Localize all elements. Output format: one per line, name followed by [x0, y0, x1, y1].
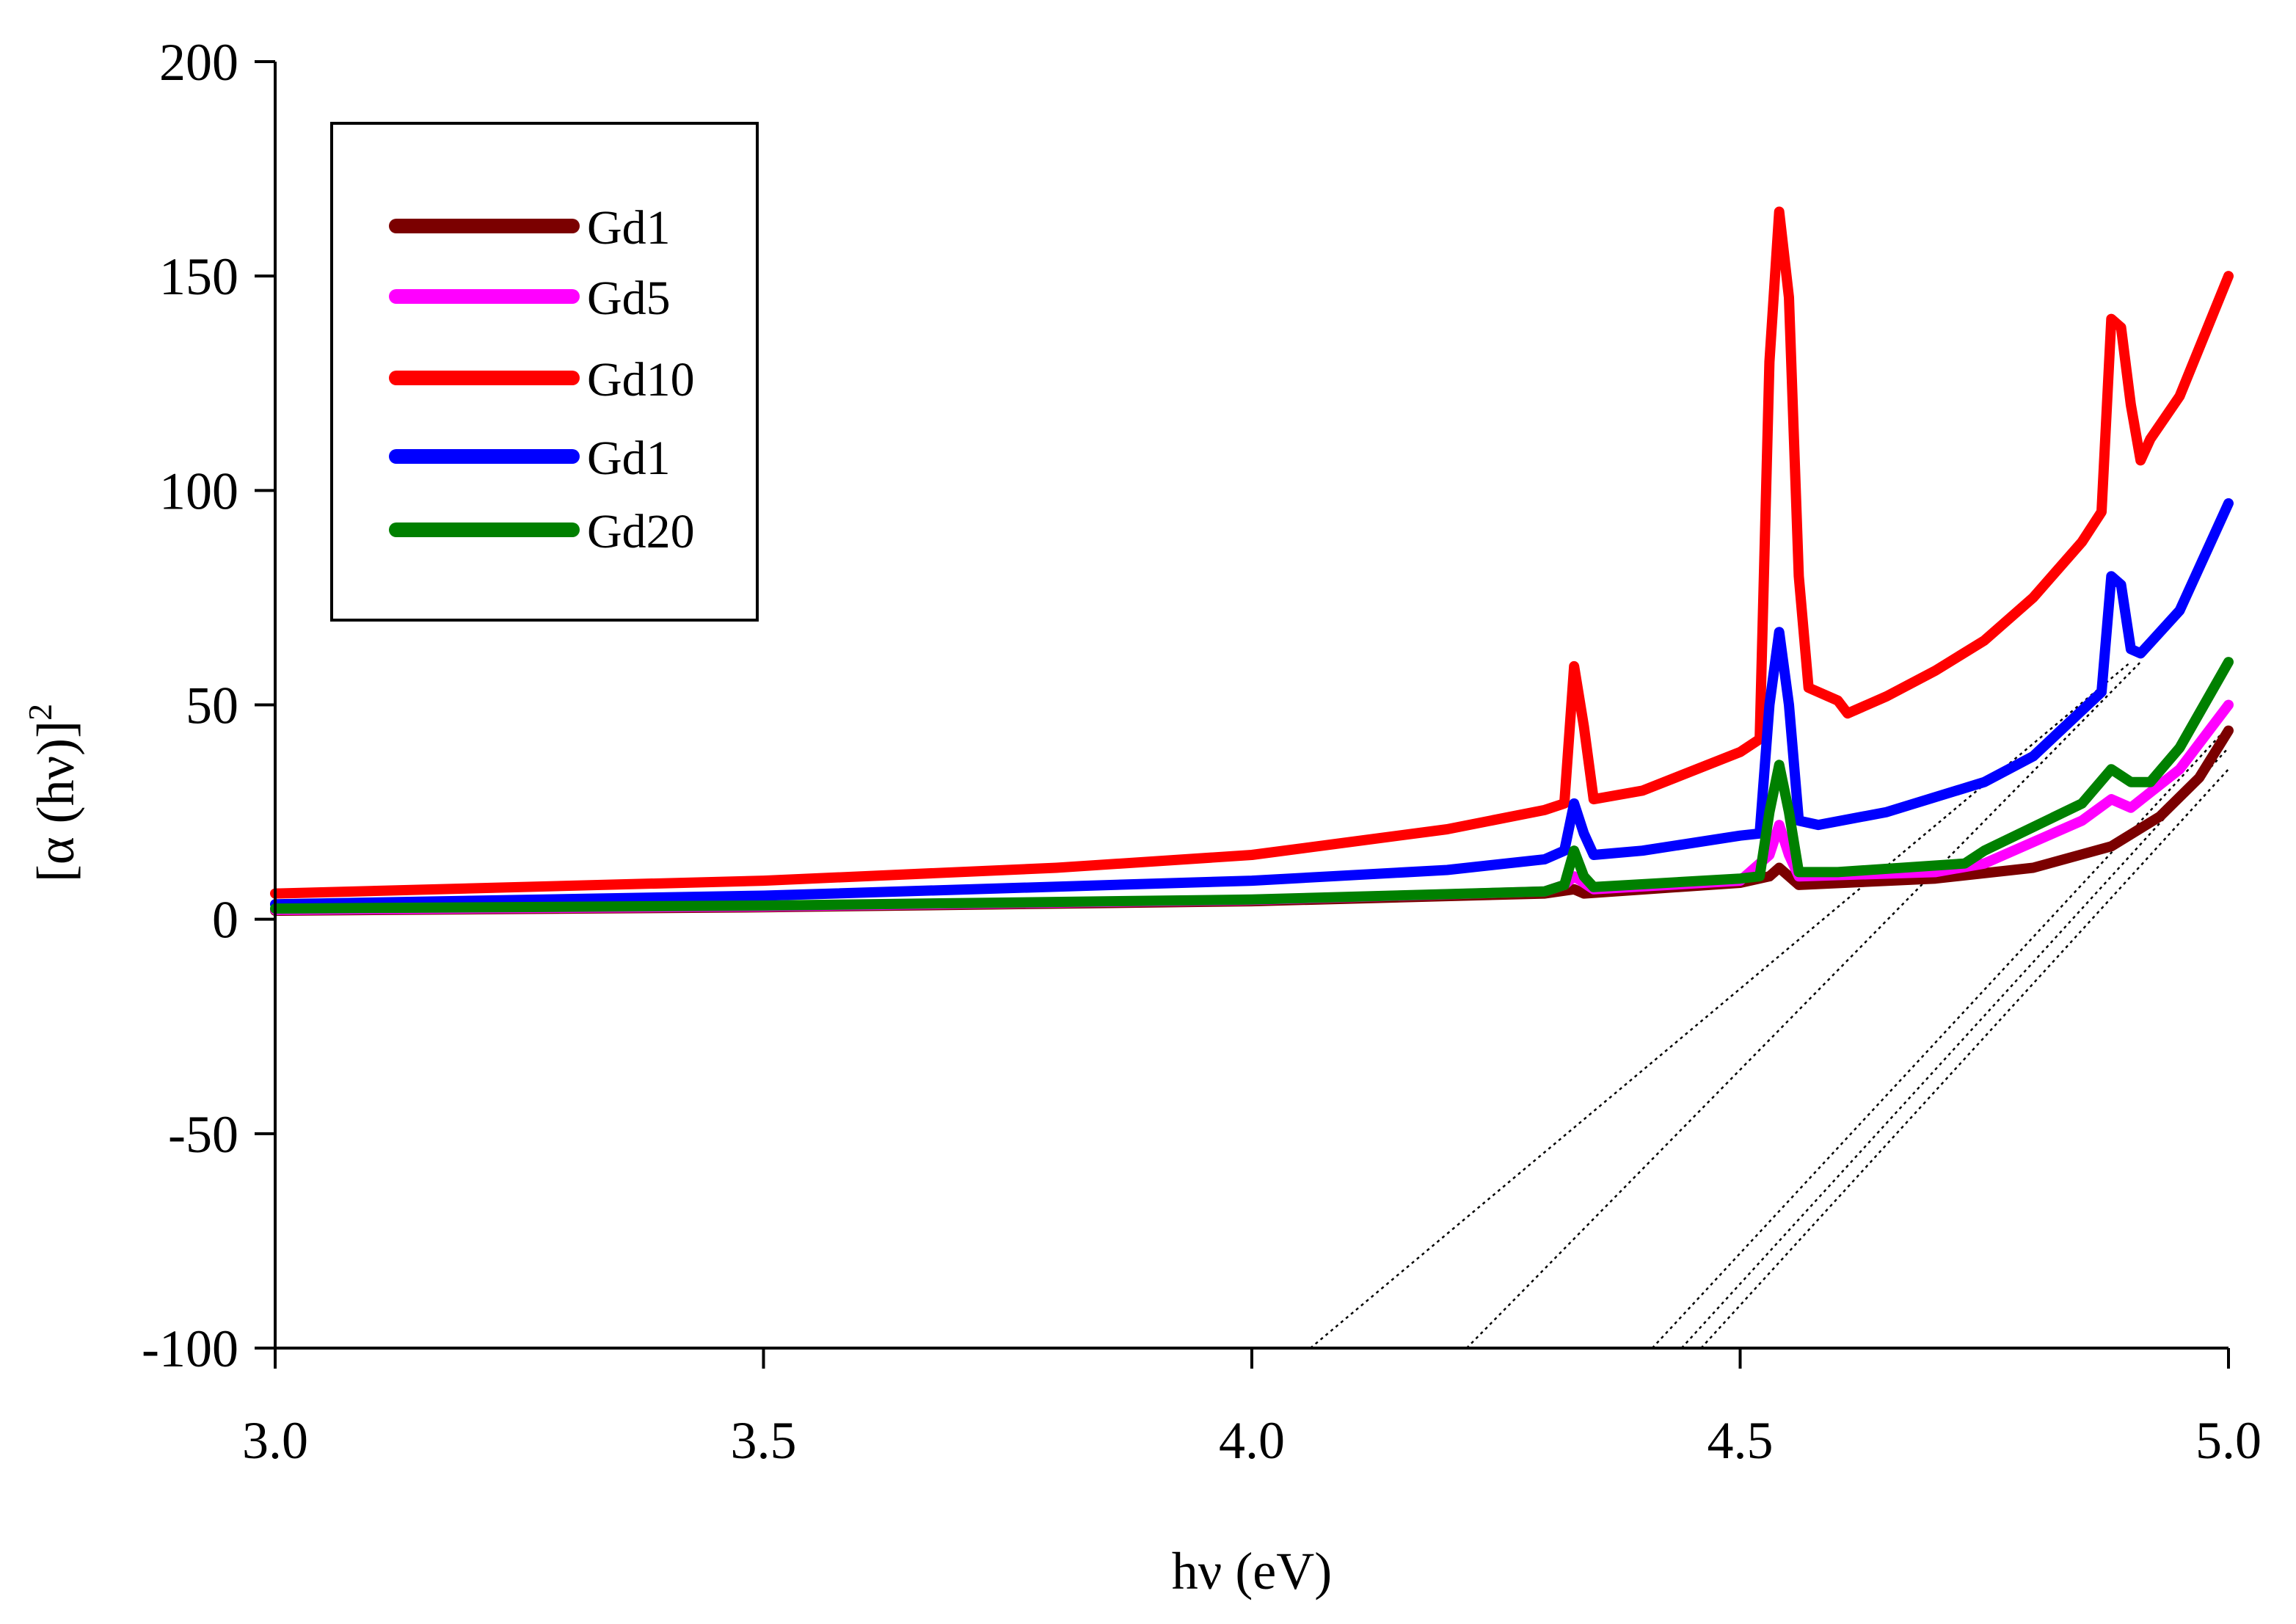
legend-label: Gd10 — [587, 353, 695, 407]
y-tick-label: 150 — [159, 247, 238, 306]
x-tick-label: 4.5 — [1708, 1411, 1774, 1470]
x-tick-label: 3.0 — [242, 1411, 308, 1470]
x-tick-label: 3.5 — [731, 1411, 797, 1470]
svg-text:[α (hν)]2: [α (hν)]2 — [21, 704, 85, 882]
tangent-line — [1465, 661, 2142, 1349]
tangent-lines — [1310, 661, 2229, 1349]
series-line-gd10-3 — [270, 206, 2234, 899]
y-tick-label: 50 — [186, 677, 238, 735]
y-tick-label: -50 — [168, 1105, 238, 1164]
axes — [255, 60, 2230, 1369]
x-tick-label: 4.0 — [1219, 1411, 1285, 1470]
y-axis-label-main: [α (hν)] — [26, 721, 85, 882]
y-axis-label: [α (hν)]2 — [21, 704, 85, 882]
legend-label: Gd1 — [587, 432, 671, 485]
series-group — [270, 206, 2234, 916]
y-tick-label: -100 — [142, 1319, 238, 1378]
tangent-line — [1700, 768, 2229, 1349]
y-tick-label: 200 — [159, 33, 238, 92]
x-tick-label: 5.0 — [2195, 1411, 2262, 1470]
y-axis-label-superscript: 2 — [21, 704, 59, 721]
tangent-line — [1651, 725, 2229, 1349]
y-tick-label: 100 — [159, 462, 238, 520]
legend-label: Gd1 — [587, 201, 671, 255]
legend-label: Gd20 — [587, 505, 695, 558]
legend-label: Gd5 — [587, 272, 671, 325]
y-tick-label: 0 — [212, 891, 238, 950]
x-axis-label: hν (eV) — [1172, 1542, 1332, 1601]
series-line-gd20-5 — [270, 657, 2234, 914]
series-line-gd1-4 — [270, 498, 2234, 910]
legend: Gd1 Gd5 Gd10 Gd1 Gd20 — [330, 122, 759, 622]
